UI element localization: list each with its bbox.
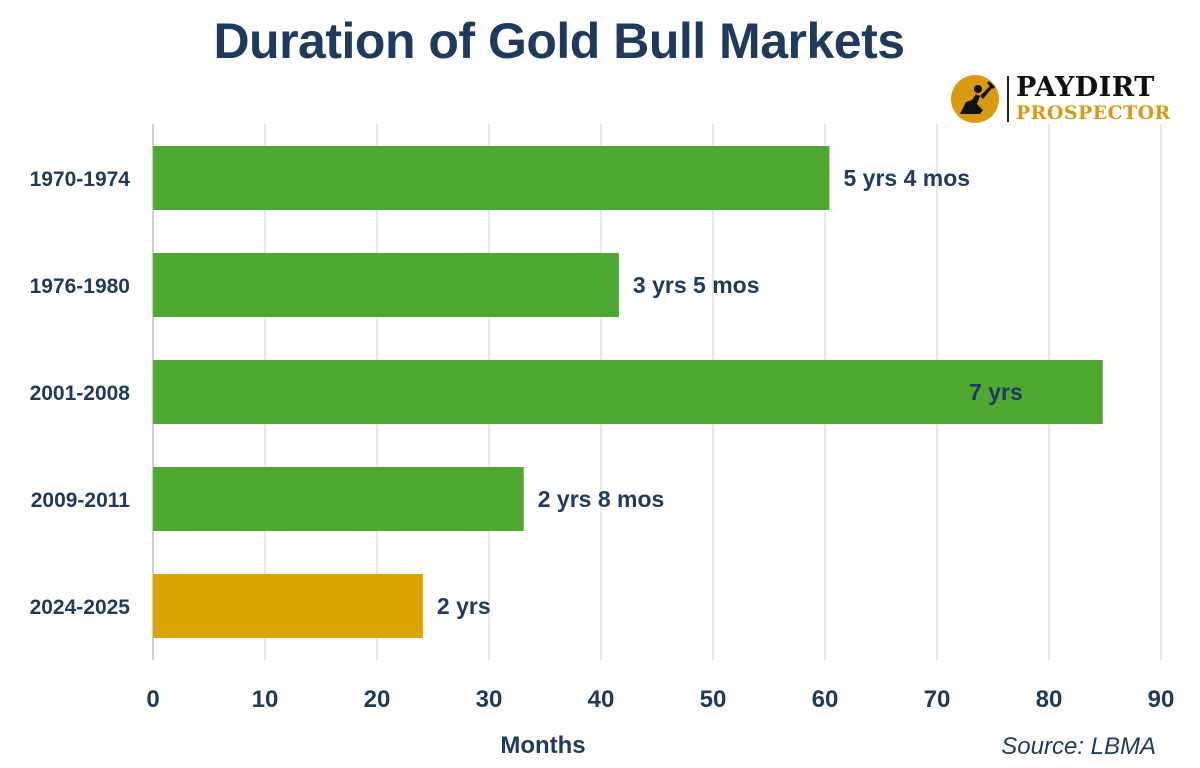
data-label: 2 yrs 8 mos [538, 486, 665, 512]
x-tick-label: 90 [1148, 686, 1175, 713]
logo-divider [1007, 76, 1009, 122]
x-tick-label: 70 [924, 686, 951, 713]
bar [153, 253, 619, 317]
bar [153, 574, 423, 638]
source-note: Source: LBMA [1001, 733, 1156, 760]
x-axis-title: Months [500, 732, 585, 759]
data-label: 5 yrs 4 mos [843, 165, 970, 191]
x-tick-label: 40 [588, 686, 615, 713]
miner-icon [951, 75, 999, 123]
data-label: 2 yrs [437, 593, 491, 619]
paydirt-prospector-logo: PAYDIRT PROSPECTOR [950, 72, 1186, 128]
label-layer: 5 yrs 4 mos 3 yrs 5 mos 7 yrs 2 yrs 8 mos 2 … [437, 165, 1023, 619]
x-tick-label: 80 [1036, 686, 1063, 713]
y-category-label: 2001-2008 [30, 382, 131, 405]
logo-text-paydirt: PAYDIRT [1016, 72, 1155, 103]
y-category-label: 1970-1974 [30, 168, 131, 191]
x-tick-label: 0 [146, 686, 159, 713]
y-category-label: 2024-2025 [30, 596, 131, 619]
x-tick-label: 30 [476, 686, 503, 713]
y-category-label: 2009-2011 [31, 489, 131, 512]
bar [153, 146, 830, 210]
x-tick-label: 20 [364, 686, 391, 713]
logo-text-prospector: PROSPECTOR [1016, 102, 1171, 124]
axis-layer: 0 10 20 30 40 50 60 70 80 90 Months 1970-1974 1976-1… [30, 168, 1175, 759]
bar-layer [153, 146, 1103, 638]
bar [153, 360, 1103, 424]
x-tick-label: 10 [252, 686, 279, 713]
y-category-label: 1976-1980 [30, 275, 130, 298]
bar [153, 467, 524, 531]
x-tick-label: 60 [812, 686, 839, 713]
data-label: 7 yrs [969, 379, 1023, 405]
data-label: 3 yrs 5 mos [633, 272, 760, 298]
chart-title: Duration of Gold Bull Markets [213, 13, 905, 69]
x-tick-label: 50 [700, 686, 727, 713]
